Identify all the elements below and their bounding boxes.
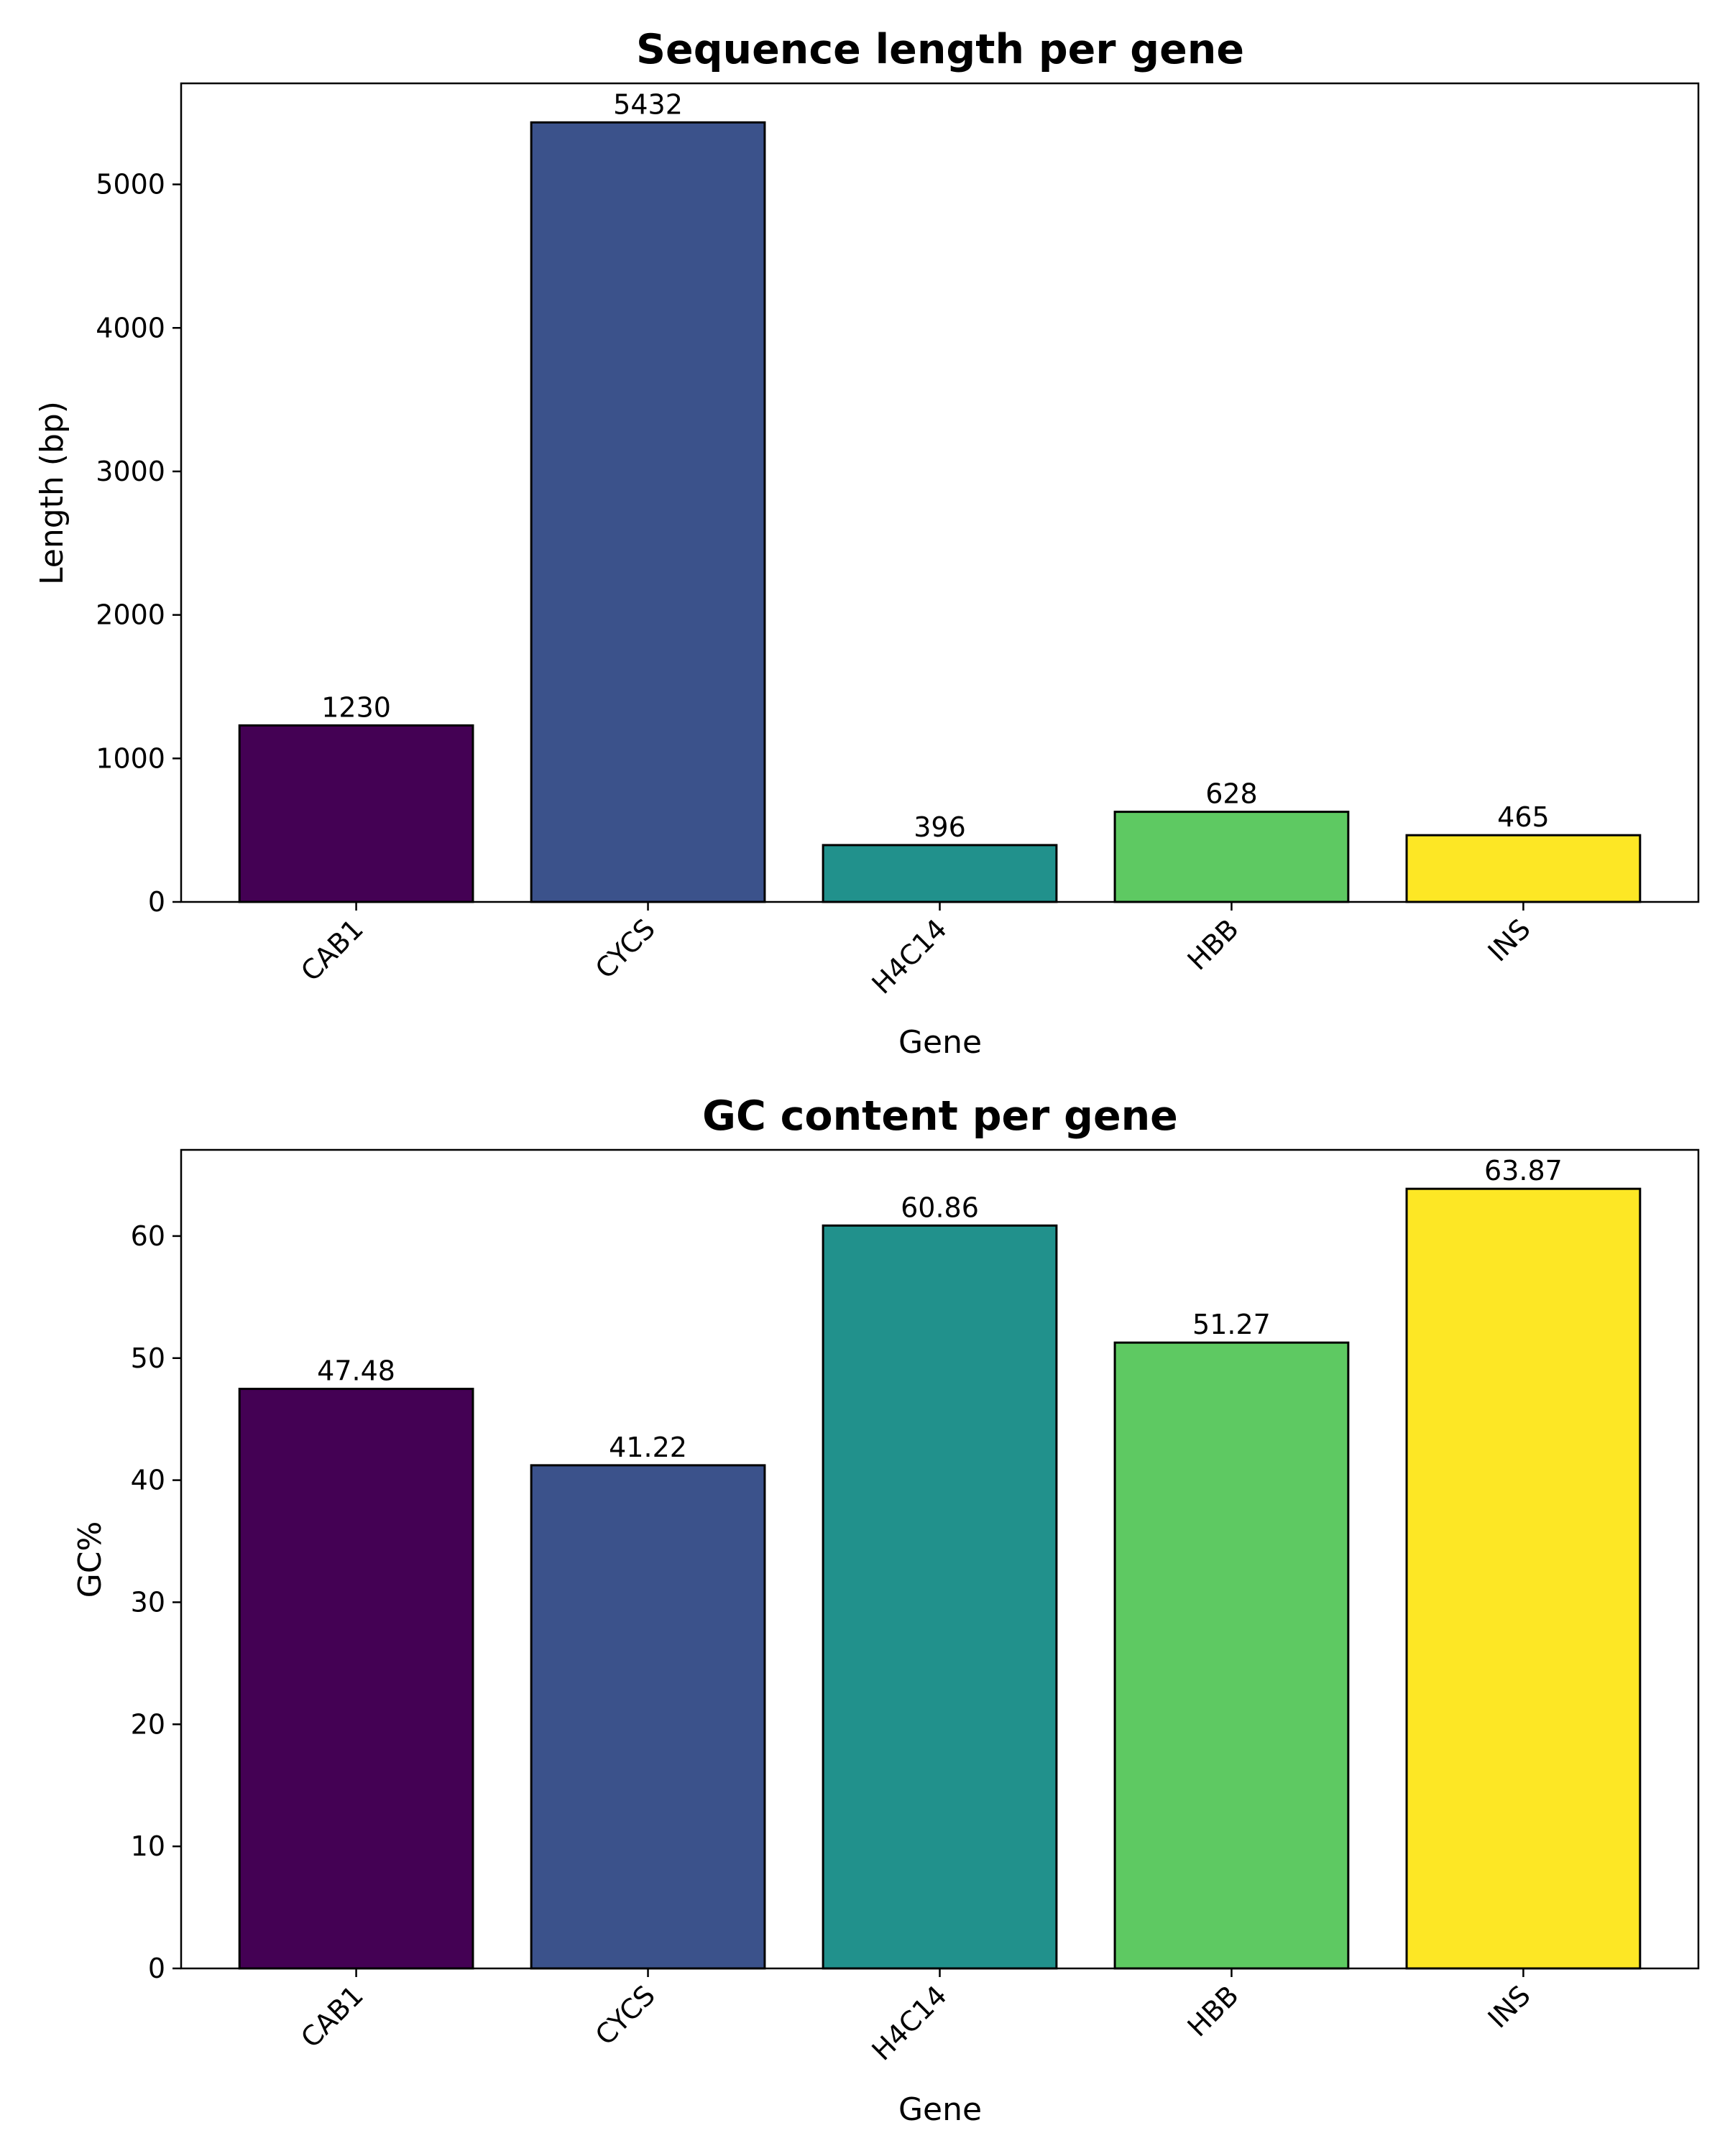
gc-bar-cycs bbox=[530, 1464, 766, 1970]
length-bar-cycs bbox=[530, 121, 766, 903]
length-y-tick-label: 2000 bbox=[96, 599, 165, 631]
gc-x-axis-label: Gene bbox=[898, 2091, 982, 2128]
gc-value-label-h4c14: 60.86 bbox=[901, 1192, 979, 1223]
length-bars bbox=[238, 121, 1642, 903]
length-y-axis-label: Length (bp) bbox=[34, 401, 70, 585]
gc-y-tick-label: 30 bbox=[131, 1586, 165, 1618]
length-x-tick-label: CAB1 bbox=[295, 913, 369, 987]
length-value-label-cycs: 5432 bbox=[613, 88, 683, 120]
length-value-label-h4c14: 396 bbox=[914, 811, 966, 843]
length-y-axis: 0 1000 2000 3000 4000 5000 bbox=[96, 169, 181, 918]
length-y-tick-label: 5000 bbox=[96, 169, 165, 201]
gc-chart: GC content per gene 47.48 41.22 60.86 51.27… bbox=[72, 1092, 1700, 2128]
length-y-tick-label: 1000 bbox=[96, 742, 165, 774]
length-x-axis-label: Gene bbox=[898, 1024, 982, 1061]
gc-y-tick-label: 40 bbox=[131, 1465, 165, 1496]
gc-chart-title: GC content per gene bbox=[702, 1092, 1178, 1140]
length-bar-labels: 1230 5432 396 628 465 bbox=[321, 88, 1549, 843]
length-x-axis: CAB1 CYCS H4C14 HBB INS bbox=[295, 902, 1537, 1000]
gc-bar-cab1 bbox=[238, 1388, 474, 1970]
gc-bar-ins bbox=[1405, 1187, 1642, 1970]
gc-y-tick-label: 0 bbox=[148, 1953, 165, 1984]
length-x-tick-label: H4C14 bbox=[865, 913, 952, 1000]
gc-x-tick-label: H4C14 bbox=[865, 1979, 952, 2066]
length-x-tick-label: INS bbox=[1482, 913, 1537, 967]
gc-x-tick-label: INS bbox=[1482, 1979, 1537, 2034]
length-bar-cab1 bbox=[238, 724, 474, 903]
gc-bar-hbb bbox=[1113, 1341, 1350, 1970]
gc-y-tick-label: 20 bbox=[131, 1708, 165, 1740]
length-bar-h4c14 bbox=[822, 844, 1058, 903]
gc-x-tick-label: HBB bbox=[1182, 1979, 1245, 2042]
gc-value-label-ins: 63.87 bbox=[1484, 1155, 1563, 1187]
length-value-label-ins: 465 bbox=[1497, 801, 1550, 833]
gc-x-axis: CAB1 CYCS H4C14 HBB INS bbox=[295, 1968, 1537, 2067]
gc-value-label-cab1: 47.48 bbox=[317, 1355, 395, 1387]
length-chart-title: Sequence length per gene bbox=[636, 26, 1244, 73]
length-x-tick-label: HBB bbox=[1182, 913, 1245, 976]
length-y-tick-label: 3000 bbox=[96, 456, 165, 487]
gc-y-tick-label: 10 bbox=[131, 1830, 165, 1862]
length-bar-ins bbox=[1405, 834, 1642, 903]
gc-y-axis-label: GC% bbox=[72, 1521, 109, 1598]
length-value-label-hbb: 628 bbox=[1205, 778, 1258, 810]
gc-value-label-cycs: 41.22 bbox=[609, 1432, 687, 1463]
gc-y-tick-label: 60 bbox=[131, 1220, 165, 1252]
gc-value-label-hbb: 51.27 bbox=[1192, 1309, 1271, 1340]
gc-y-tick-label: 50 bbox=[131, 1342, 165, 1374]
gc-bars bbox=[238, 1187, 1642, 1970]
gc-y-axis: 0 10 20 30 40 50 60 bbox=[131, 1220, 181, 1984]
length-value-label-cab1: 1230 bbox=[321, 691, 391, 723]
gc-bar-labels: 47.48 41.22 60.86 51.27 63.87 bbox=[317, 1155, 1563, 1463]
length-x-tick-label: CYCS bbox=[589, 913, 661, 985]
gc-bar-h4c14 bbox=[822, 1224, 1058, 1970]
length-y-tick-label: 0 bbox=[148, 886, 165, 918]
gc-x-tick-label: CAB1 bbox=[295, 1979, 369, 2054]
length-y-tick-label: 4000 bbox=[96, 312, 165, 344]
gc-x-tick-label: CYCS bbox=[589, 1979, 661, 2051]
length-bar-hbb bbox=[1113, 811, 1350, 903]
length-chart: Sequence length per gene 1230 5432 396 628 4… bbox=[34, 26, 1700, 1061]
